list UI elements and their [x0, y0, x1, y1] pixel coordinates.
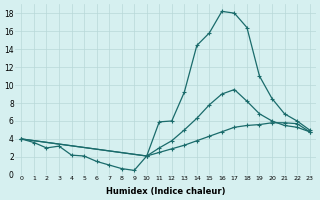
- X-axis label: Humidex (Indice chaleur): Humidex (Indice chaleur): [106, 187, 225, 196]
